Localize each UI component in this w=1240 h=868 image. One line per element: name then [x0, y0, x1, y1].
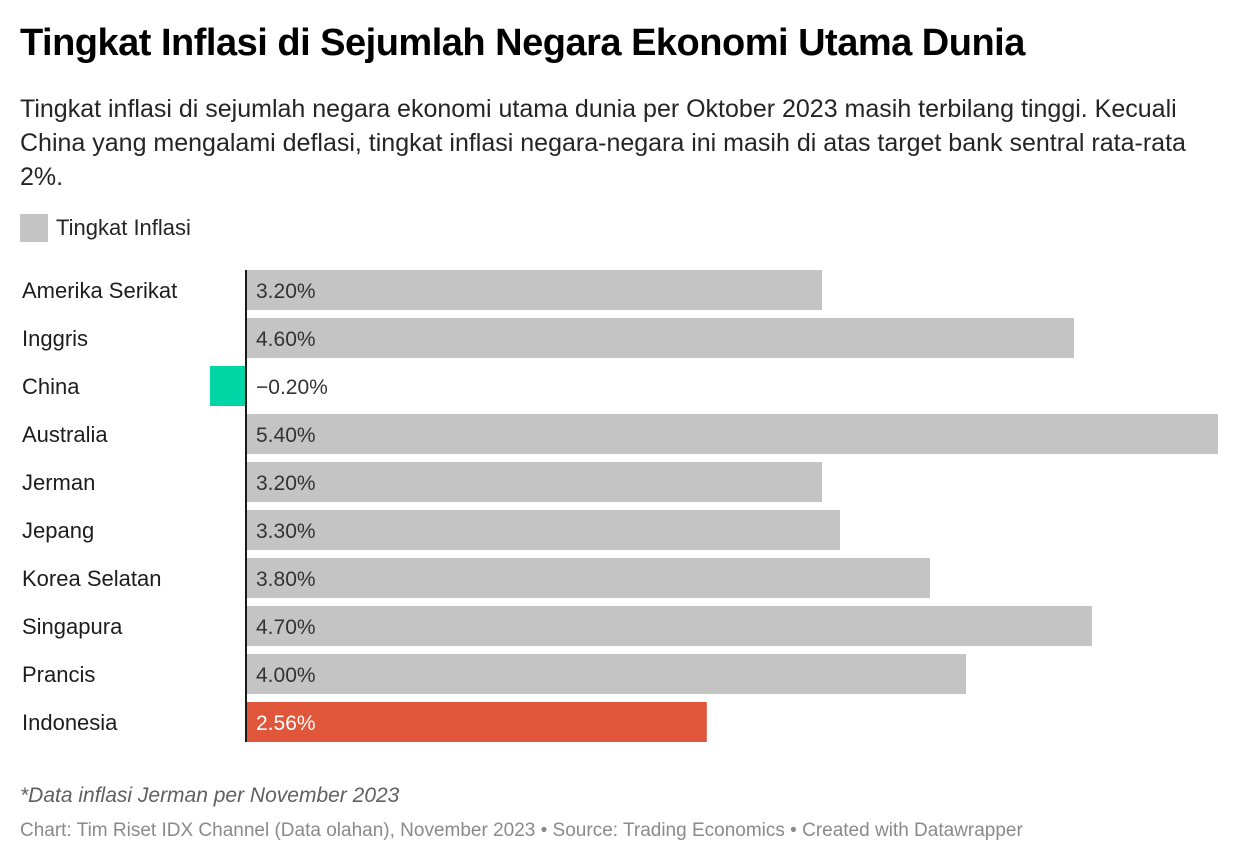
value-label: 4.00%: [256, 664, 316, 687]
value-label: 4.60%: [256, 328, 316, 351]
category-label: Jerman: [22, 470, 95, 495]
category-label: Indonesia: [22, 710, 118, 735]
category-label: China: [22, 374, 80, 399]
bar-korea-selatan: [246, 558, 930, 598]
bar-jepang: [246, 510, 840, 550]
legend: Tingkat Inflasi: [20, 214, 191, 242]
bar-australia: [246, 414, 1218, 454]
bar-prancis: [246, 654, 966, 694]
category-label: Amerika Serikat: [22, 278, 177, 303]
legend-label: Tingkat Inflasi: [56, 215, 191, 240]
value-label: −0.20%: [256, 376, 328, 399]
value-label: 3.80%: [256, 568, 316, 591]
chart-note: *Data inflasi Jerman per November 2023: [20, 784, 400, 807]
bar-inggris: [246, 318, 1074, 358]
category-label: Inggris: [22, 326, 88, 351]
value-label: 5.40%: [256, 424, 316, 447]
chart-title: Tingkat Inflasi di Sejumlah Negara Ekono…: [20, 22, 1025, 64]
value-label: 3.30%: [256, 520, 316, 543]
bar-jerman: [246, 462, 822, 502]
category-label: Australia: [22, 422, 108, 447]
value-label: 3.20%: [256, 472, 316, 495]
bar-china: [210, 366, 246, 406]
chart-description: Tingkat inflasi di sejumlah negara ekono…: [20, 95, 1186, 191]
value-label: 2.56%: [256, 712, 316, 735]
category-label: Jepang: [22, 518, 94, 543]
value-label: 4.70%: [256, 616, 316, 639]
chart-footer: Chart: Tim Riset IDX Channel (Data olaha…: [20, 820, 1023, 841]
category-label: Singapura: [22, 614, 123, 639]
category-label: Prancis: [22, 662, 95, 687]
value-label: 3.20%: [256, 280, 316, 303]
bar-chart: Amerika Serikat 3.20% Inggris 4.60% China −0.…: [22, 270, 1218, 742]
category-label: Korea Selatan: [22, 566, 161, 591]
bar-singapura: [246, 606, 1092, 646]
bar-amerika-serikat: [246, 270, 822, 310]
bar-indonesia: [246, 702, 707, 742]
legend-swatch: [20, 214, 48, 242]
